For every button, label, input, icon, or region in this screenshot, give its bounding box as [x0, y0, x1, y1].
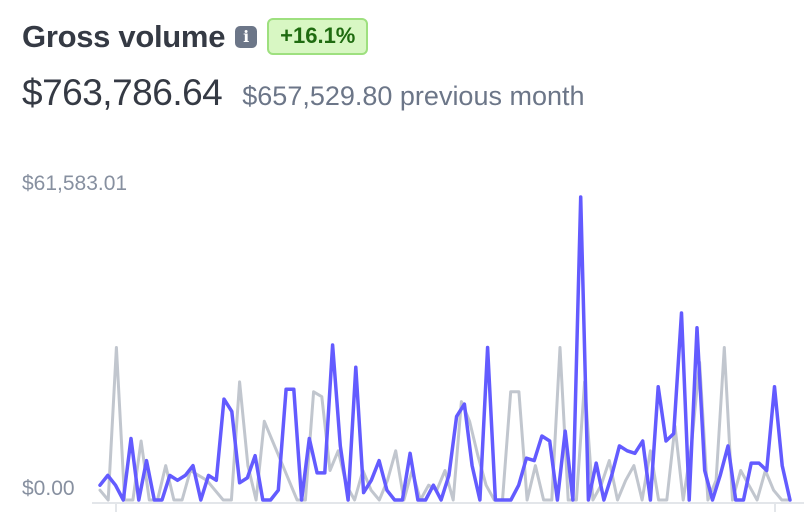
- current-series-line: [98, 195, 792, 502]
- y-axis-max-label: $61,583.01: [22, 172, 128, 195]
- current-amount: $763,786.64: [22, 72, 223, 113]
- card-title: Gross volume: [22, 18, 226, 54]
- info-icon[interactable]: i: [235, 25, 258, 48]
- y-axis-min-label: $0.00: [22, 477, 75, 500]
- change-badge: +16.1%: [267, 18, 369, 55]
- header: Gross volume i +16.1%: [22, 18, 369, 55]
- previous-amount: $657,529.80 previous month: [242, 81, 585, 111]
- amount-summary: $763,786.64 $657,529.80 previous month: [22, 72, 585, 114]
